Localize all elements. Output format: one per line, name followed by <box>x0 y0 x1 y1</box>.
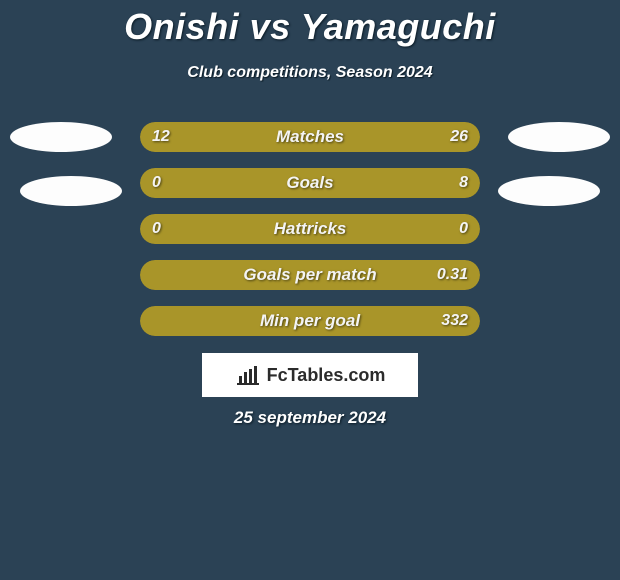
stat-label: Matches <box>140 122 480 152</box>
stat-row: Goals0 8 <box>140 168 480 198</box>
stat-row: Matches12 26 <box>140 122 480 152</box>
player2-avatar-top <box>508 122 610 152</box>
stat-bars: Matches1226Goals08Hattricks00Goals per m… <box>140 122 480 352</box>
comparison-infographic: Onishi vs Yamaguchi Club competitions, S… <box>0 0 620 580</box>
stat-label: Min per goal <box>140 306 480 336</box>
stat-value-right: 8 <box>459 168 468 198</box>
page-title: Onishi vs Yamaguchi <box>0 0 620 48</box>
stat-value-left: 0 <box>152 168 161 198</box>
player1-avatar-bottom <box>20 176 122 206</box>
stat-row: Min per goal332 <box>140 306 480 336</box>
stat-label: Goals per match <box>140 260 480 290</box>
generated-date: 25 september 2024 <box>0 408 620 428</box>
bar-chart-icon <box>235 364 261 386</box>
stat-label: Hattricks <box>140 214 480 244</box>
brand-text: FcTables.com <box>267 365 386 386</box>
player2-avatar-bottom <box>498 176 600 206</box>
player1-avatar-top <box>10 122 112 152</box>
page-subtitle: Club competitions, Season 2024 <box>0 64 620 82</box>
stat-value-right: 0 <box>459 214 468 244</box>
stat-row: Goals per match0.31 <box>140 260 480 290</box>
brand-badge: FcTables.com <box>202 353 418 397</box>
stat-value-left: 12 <box>152 122 170 152</box>
stat-value-left: 0 <box>152 214 161 244</box>
stat-value-right: 0.31 <box>437 260 468 290</box>
stat-value-right: 26 <box>450 122 468 152</box>
stat-row: Hattricks0 0 <box>140 214 480 244</box>
stat-label: Goals <box>140 168 480 198</box>
stat-value-right: 332 <box>441 306 468 336</box>
